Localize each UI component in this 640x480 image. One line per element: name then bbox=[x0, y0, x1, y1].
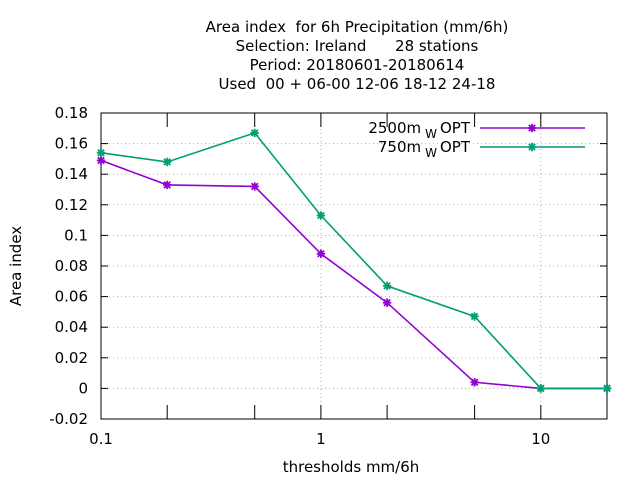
chart-title-line: Area index for 6h Precipitation (mm/6h) bbox=[206, 18, 509, 36]
data-point bbox=[602, 384, 612, 393]
series-line bbox=[100, 159, 607, 390]
y-tick-label: 0.08 bbox=[55, 257, 88, 275]
data-point bbox=[96, 156, 106, 165]
y-tick-label: 0 bbox=[78, 379, 88, 397]
data-point bbox=[382, 298, 392, 307]
data-point bbox=[162, 180, 172, 190]
data-point bbox=[250, 128, 259, 138]
data-point bbox=[316, 249, 326, 258]
y-tick-label: 0.12 bbox=[55, 196, 88, 214]
y-tick-label: 0.02 bbox=[55, 349, 88, 367]
axis-ticks: -0.02 0 0.02 0.04 0.06 0.08 0.1 0.12 0.14 0.16 0.1… bbox=[49, 104, 608, 448]
grid bbox=[101, 113, 607, 419]
data-point bbox=[470, 378, 479, 387]
legend-label: 750m W OPT bbox=[378, 138, 471, 160]
y-tick-label: 0.1 bbox=[64, 226, 88, 244]
chart-title: Area index for 6h Precipitation (mm/6h)S… bbox=[206, 18, 509, 93]
chart-title-line: Selection: Ireland 28 stations bbox=[236, 37, 479, 55]
x-tick-label: 1 bbox=[316, 430, 326, 448]
data-point bbox=[382, 281, 392, 291]
chart-title-line: Used 00 + 06-00 12-06 18-12 24-18 bbox=[219, 75, 496, 93]
series-1 bbox=[96, 128, 612, 393]
x-axis-label: thresholds mm/6h bbox=[283, 458, 420, 476]
data-point bbox=[316, 211, 326, 220]
x-tick-label: 10 bbox=[531, 430, 550, 448]
y-tick-label: 0.06 bbox=[55, 288, 88, 306]
series-lines bbox=[96, 128, 612, 393]
data-point bbox=[96, 148, 106, 157]
y-tick-label: -0.02 bbox=[49, 410, 88, 428]
y-tick-label: 0.16 bbox=[55, 135, 88, 153]
data-point bbox=[470, 312, 479, 321]
series-line bbox=[100, 131, 607, 390]
series-0 bbox=[96, 156, 612, 393]
y-tick-label: 0.18 bbox=[55, 104, 88, 122]
legend-marker bbox=[527, 142, 537, 152]
data-point bbox=[250, 182, 259, 191]
data-point bbox=[162, 157, 172, 167]
y-axis-label: Area index bbox=[7, 226, 25, 306]
legend-marker bbox=[527, 123, 537, 133]
data-point bbox=[536, 384, 546, 393]
y-tick-label: 0.14 bbox=[55, 165, 88, 183]
x-tick-label: 0.1 bbox=[89, 430, 113, 448]
legend-label: 2500m W OPT bbox=[368, 119, 471, 141]
y-tick-label: 0.04 bbox=[55, 318, 88, 336]
chart-title-line: Period: 20180601-20180614 bbox=[250, 56, 465, 74]
